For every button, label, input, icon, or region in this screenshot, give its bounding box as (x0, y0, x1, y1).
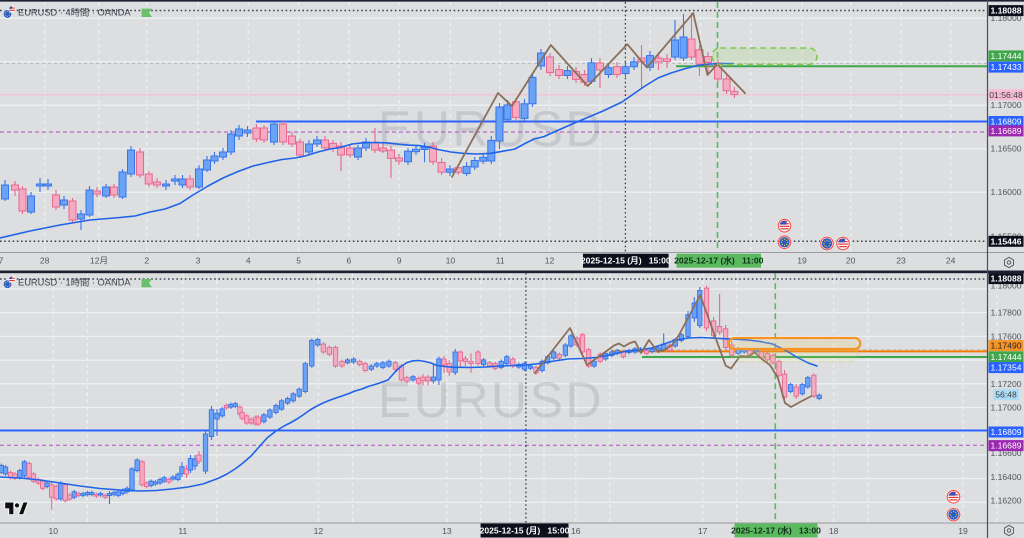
svg-text:13: 13 (442, 526, 452, 536)
svg-text:01:56:48: 01:56:48 (989, 90, 1023, 100)
svg-text:12月: 12月 (90, 256, 108, 266)
svg-text:4: 4 (246, 256, 251, 266)
svg-text:18: 18 (829, 526, 839, 536)
svg-text:1.16500: 1.16500 (990, 144, 1021, 154)
svg-text:1.17354: 1.17354 (990, 363, 1021, 373)
svg-text:7: 7 (0, 256, 4, 266)
svg-text:10: 10 (446, 256, 456, 266)
svg-text:1.17200: 1.17200 (990, 379, 1021, 389)
svg-text:1.16200: 1.16200 (990, 496, 1021, 506)
svg-text:1.16809: 1.16809 (990, 427, 1021, 437)
svg-text:19: 19 (958, 526, 968, 536)
svg-text:2025-12-17 (水) 11:00: 2025-12-17 (水) 11:00 (674, 255, 764, 266)
svg-text:6: 6 (347, 256, 352, 266)
svg-text:1.17800: 1.17800 (990, 308, 1021, 318)
svg-text:2025-12-15 (月) 15:00: 2025-12-15 (月) 15:00 (480, 526, 570, 536)
svg-text:19: 19 (797, 256, 807, 266)
svg-text:11: 11 (496, 256, 505, 266)
svg-text:1.16809: 1.16809 (990, 117, 1021, 127)
svg-text:24: 24 (946, 256, 956, 266)
svg-text:1.17000: 1.17000 (990, 403, 1021, 413)
svg-text:2: 2 (144, 256, 149, 266)
svg-text:1.16400: 1.16400 (990, 472, 1021, 482)
svg-text:1.16689: 1.16689 (990, 441, 1021, 451)
svg-text:28: 28 (40, 256, 50, 266)
svg-text:10: 10 (49, 526, 59, 536)
svg-text:12: 12 (314, 526, 324, 536)
svg-text:EURUSD: EURUSD (378, 372, 604, 428)
svg-text:9: 9 (397, 256, 402, 266)
svg-text:EURUSD · 1時間 · OANDA: EURUSD · 1時間 · OANDA (18, 278, 131, 288)
svg-text:1.17000: 1.17000 (990, 100, 1021, 110)
svg-text:1.17433: 1.17433 (990, 62, 1021, 72)
svg-text:16: 16 (571, 526, 581, 536)
svg-text:12: 12 (545, 256, 555, 266)
svg-text:3: 3 (196, 256, 201, 266)
svg-text:1.16600: 1.16600 (990, 448, 1021, 458)
svg-text:2025-12-17 (水) 13:00: 2025-12-17 (水) 13:00 (731, 525, 821, 536)
svg-text:1.16000: 1.16000 (990, 187, 1021, 197)
svg-text:1.17444: 1.17444 (990, 51, 1021, 61)
svg-text:17: 17 (698, 526, 708, 536)
svg-text:1.18088: 1.18088 (990, 6, 1021, 16)
svg-text:2025-12-15 (月) 15:00: 2025-12-15 (月) 15:00 (581, 256, 671, 266)
svg-text:1.18000: 1.18000 (990, 281, 1021, 291)
svg-text:1.17444: 1.17444 (990, 352, 1021, 362)
svg-text:1.18000: 1.18000 (990, 13, 1021, 23)
svg-text:1.17600: 1.17600 (990, 331, 1021, 341)
svg-text:EURUSD · 4時間 · OANDA: EURUSD · 4時間 · OANDA (18, 7, 131, 17)
svg-text:1.15446: 1.15446 (990, 236, 1021, 246)
svg-text:1.16689: 1.16689 (990, 126, 1021, 136)
svg-text:56:48: 56:48 (995, 390, 1017, 400)
svg-text:1.17490: 1.17490 (990, 341, 1021, 351)
svg-text:11: 11 (178, 526, 187, 536)
svg-text:5: 5 (296, 256, 301, 266)
svg-text:20: 20 (846, 256, 856, 266)
svg-text:1.18088: 1.18088 (990, 274, 1021, 284)
svg-text:23: 23 (896, 256, 906, 266)
